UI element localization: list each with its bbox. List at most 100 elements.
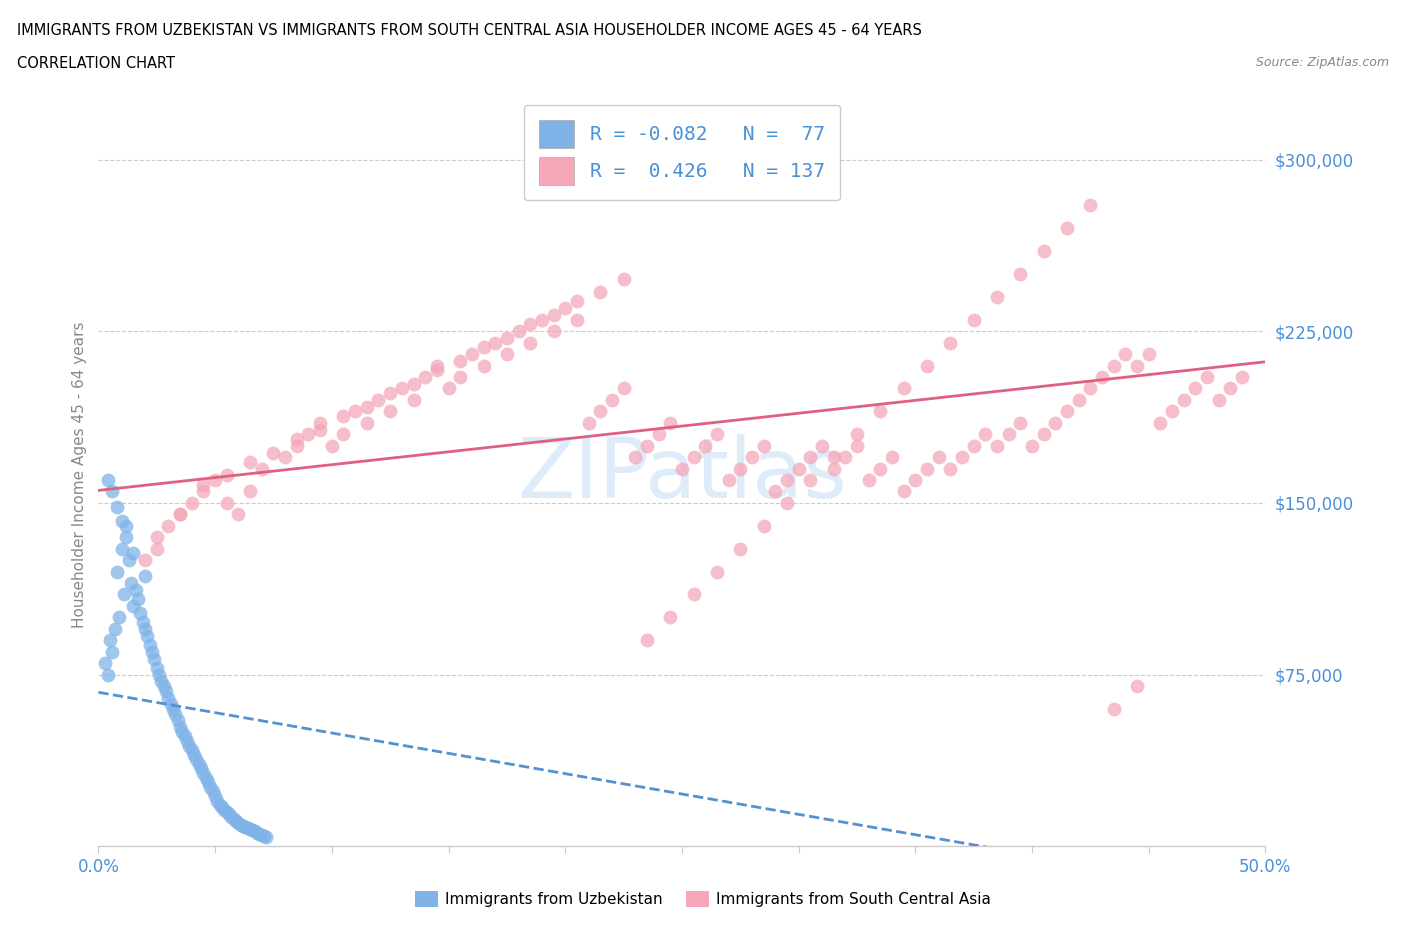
Point: [811, 438, 834, 453]
Point: [122, 546, 145, 561]
Point: [112, 587, 135, 602]
Point: [799, 450, 821, 465]
Point: [1126, 679, 1149, 694]
Point: [332, 427, 354, 442]
Point: [120, 576, 142, 591]
Point: [207, 793, 229, 808]
Point: [1010, 267, 1032, 282]
Point: [1102, 701, 1125, 716]
Point: [141, 644, 163, 659]
Point: [741, 450, 763, 465]
Point: [122, 599, 145, 614]
Point: [125, 582, 148, 597]
Point: [157, 518, 180, 533]
Text: IMMIGRANTS FROM UZBEKISTAN VS IMMIGRANTS FROM SOUTH CENTRAL ASIA HOUSEHOLDER INC: IMMIGRANTS FROM UZBEKISTAN VS IMMIGRANTS…: [17, 23, 922, 38]
Point: [834, 450, 856, 465]
Point: [624, 450, 647, 465]
Point: [104, 621, 127, 636]
Point: [519, 335, 541, 350]
Point: [1114, 347, 1136, 362]
Point: [380, 386, 402, 401]
Point: [858, 472, 880, 487]
Point: [869, 404, 891, 418]
Point: [143, 651, 166, 666]
Point: [589, 285, 612, 299]
Point: [1067, 392, 1090, 407]
Point: [1137, 347, 1160, 362]
Point: [915, 358, 938, 373]
Point: [730, 461, 752, 476]
Point: [578, 416, 600, 431]
Point: [659, 416, 682, 431]
Point: [1102, 358, 1125, 373]
Point: [129, 605, 152, 620]
Point: [508, 324, 530, 339]
Point: [1184, 381, 1206, 396]
Point: [1056, 220, 1078, 235]
Point: [730, 541, 752, 556]
Point: [321, 438, 343, 453]
Point: [169, 720, 191, 735]
Point: [496, 331, 519, 346]
Point: [962, 312, 984, 327]
Point: [214, 803, 236, 817]
Point: [94, 656, 117, 671]
Point: [799, 472, 821, 487]
Point: [152, 679, 174, 694]
Point: [1219, 381, 1241, 396]
Point: [200, 779, 222, 794]
Point: [1032, 427, 1054, 442]
Point: [183, 748, 205, 763]
Point: [115, 530, 138, 545]
Point: [274, 450, 297, 465]
Point: [939, 461, 962, 476]
Point: [997, 427, 1019, 442]
Point: [204, 789, 226, 804]
Point: [179, 738, 201, 753]
Point: [108, 610, 131, 625]
Point: [904, 472, 927, 487]
Point: [115, 518, 138, 533]
Point: [162, 701, 184, 716]
Point: [97, 667, 120, 682]
Point: [157, 690, 180, 705]
Point: [543, 308, 565, 323]
Point: [671, 461, 693, 476]
Point: [426, 363, 449, 378]
Point: [706, 565, 728, 579]
Point: [647, 427, 669, 442]
Point: [600, 392, 623, 407]
Point: [437, 381, 460, 396]
Point: [530, 312, 553, 327]
Point: [204, 472, 226, 487]
Point: [169, 507, 191, 522]
Point: [950, 450, 973, 465]
Point: [176, 734, 198, 749]
Point: [554, 301, 576, 316]
Point: [776, 472, 799, 487]
Point: [180, 743, 202, 758]
Point: [239, 454, 262, 469]
Point: [105, 500, 128, 515]
Point: [974, 427, 997, 442]
Point: [134, 621, 156, 636]
Point: [127, 591, 149, 606]
Point: [150, 674, 173, 689]
Point: [222, 811, 245, 826]
Point: [208, 798, 231, 813]
Text: ZIPatlas: ZIPatlas: [517, 433, 846, 515]
Point: [193, 477, 215, 492]
Point: [1056, 404, 1078, 418]
Point: [846, 438, 869, 453]
Point: [250, 828, 273, 843]
Point: [262, 445, 284, 460]
Point: [118, 552, 141, 567]
Point: [111, 513, 134, 528]
Point: [1161, 404, 1184, 418]
Point: [165, 706, 187, 721]
Point: [636, 632, 658, 647]
Point: [105, 565, 128, 579]
Point: [132, 615, 155, 630]
Y-axis label: Householder Income Ages 45 - 64 years: Householder Income Ages 45 - 64 years: [72, 321, 87, 628]
Point: [194, 770, 217, 785]
